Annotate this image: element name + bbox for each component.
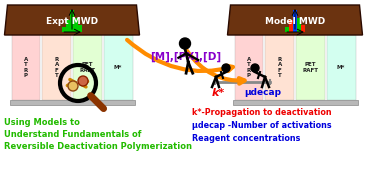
Text: Using Models to: Using Models to [4,118,80,127]
Text: [M],[PX],[D]: [M],[PX],[D] [150,52,222,62]
Bar [301,25,305,32]
Bar [289,20,293,32]
Text: PET
RAFT: PET RAFT [79,62,95,73]
Bar [265,35,294,100]
Circle shape [68,81,78,91]
Text: A
T
R
P: A T R P [247,57,251,78]
Polygon shape [228,5,363,35]
Text: R
A
F
T: R A F T [54,57,59,78]
Bar [293,10,297,32]
Text: k*: k* [211,88,225,98]
Bar [234,35,263,100]
Text: μdecap: μdecap [245,88,282,97]
Bar [297,18,301,32]
Text: Reagent concentrations: Reagent concentrations [192,134,301,143]
Circle shape [222,64,230,72]
Bar [66,20,70,32]
Bar [11,35,40,100]
Text: M*: M* [337,65,345,70]
Text: k*-Propagation to deactivation: k*-Propagation to deactivation [192,108,332,117]
Text: Expt MWD: Expt MWD [46,17,98,26]
Text: Understand Fundamentals of: Understand Fundamentals of [4,130,141,139]
Bar [327,35,355,100]
Bar [9,100,135,105]
Bar [104,35,133,100]
Text: Model MWD: Model MWD [265,17,325,26]
Bar [42,35,71,100]
Bar [285,26,289,32]
Text: μdecap -Number of activations: μdecap -Number of activations [192,121,332,130]
Circle shape [180,38,191,49]
Bar [232,100,358,105]
Bar [78,25,82,32]
Bar [296,35,325,100]
Text: R
A
F
T: R A F T [277,57,282,78]
Text: M*: M* [114,65,122,70]
Circle shape [78,76,88,86]
Bar [73,35,102,100]
Bar [74,18,78,32]
Text: PET
RAFT: PET RAFT [302,62,318,73]
Circle shape [251,64,259,72]
Text: A
T
R
P: A T R P [24,57,28,78]
Text: Reversible Deactivation Polymerization: Reversible Deactivation Polymerization [4,142,192,151]
Polygon shape [5,5,139,35]
Bar [62,26,66,32]
Bar [70,10,74,32]
